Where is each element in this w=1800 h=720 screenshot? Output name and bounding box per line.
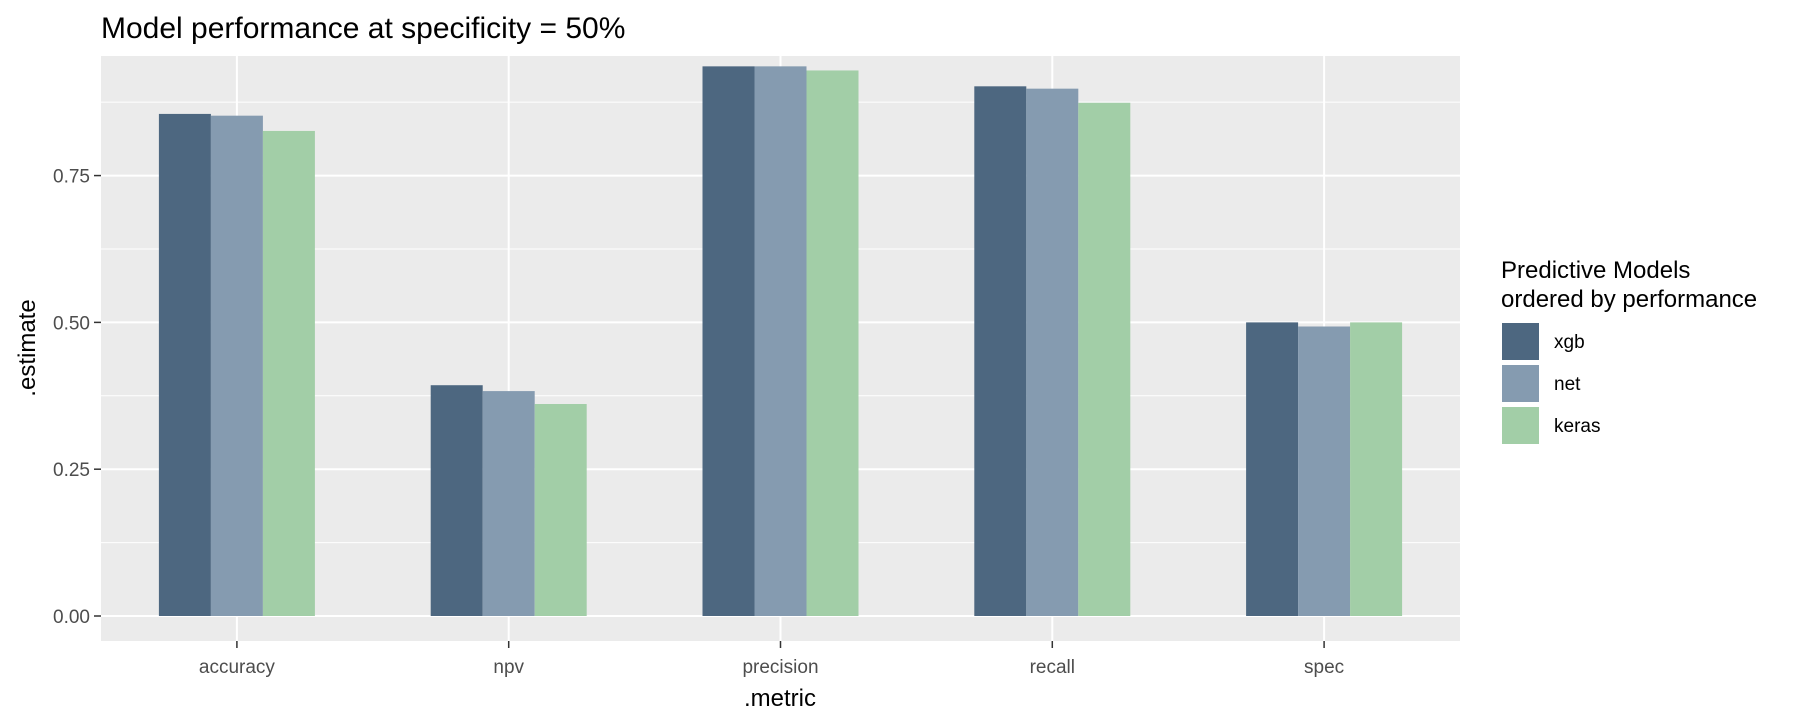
y-tick-label: 0.25 — [53, 460, 90, 481]
bar-xgb-accuracy — [158, 113, 211, 617]
legend: Predictive Models ordered by performance… — [1501, 257, 1757, 444]
x-tick-label-npv: npv — [493, 657, 524, 678]
bar-net-accuracy — [210, 115, 263, 616]
x-axis: accuracy npv precision recall spec — [199, 641, 1344, 678]
bar-xgb-precision — [702, 66, 755, 616]
bar-keras-accuracy — [262, 130, 315, 616]
x-tick-label-precision: precision — [742, 657, 818, 678]
y-axis: 0.00 0.25 0.50 0.75 — [53, 167, 101, 628]
x-tick-label-spec: spec — [1304, 657, 1344, 678]
x-tick-label-accuracy: accuracy — [199, 657, 276, 678]
bar-keras-npv — [534, 404, 587, 616]
x-axis-title: .metric — [744, 685, 816, 712]
legend-label-xgb: xgb — [1554, 332, 1585, 353]
bars — [158, 66, 1403, 617]
legend-label-keras: keras — [1554, 416, 1600, 437]
y-tick-label: 0.00 — [53, 607, 90, 628]
bar-net-precision — [754, 66, 807, 616]
legend-title-line-1: Predictive Models — [1501, 257, 1690, 284]
legend-key-xgb — [1502, 323, 1539, 360]
legend-title-line-2: ordered by performance — [1501, 286, 1757, 313]
y-axis-title: .estimate — [14, 299, 41, 396]
legend-key-net — [1502, 365, 1539, 402]
y-tick-label: 0.50 — [53, 313, 90, 334]
legend-label-net: net — [1554, 374, 1581, 395]
x-tick-label-recall: recall — [1030, 657, 1075, 678]
bar-net-spec — [1298, 326, 1351, 616]
bar-keras-recall — [1078, 102, 1131, 616]
bar-keras-spec — [1350, 322, 1403, 616]
bar-xgb-recall — [974, 86, 1027, 617]
chart-title: Model performance at specificity = 50% — [101, 12, 625, 45]
bar-net-recall — [1026, 88, 1079, 617]
legend-key-keras — [1502, 407, 1539, 444]
bar-keras-precision — [806, 70, 859, 616]
legend-items: xgb net keras — [1502, 323, 1600, 444]
y-tick-label: 0.75 — [53, 167, 90, 188]
bar-xgb-npv — [430, 385, 483, 616]
bar-net-npv — [482, 391, 535, 616]
bar-xgb-spec — [1246, 322, 1299, 616]
